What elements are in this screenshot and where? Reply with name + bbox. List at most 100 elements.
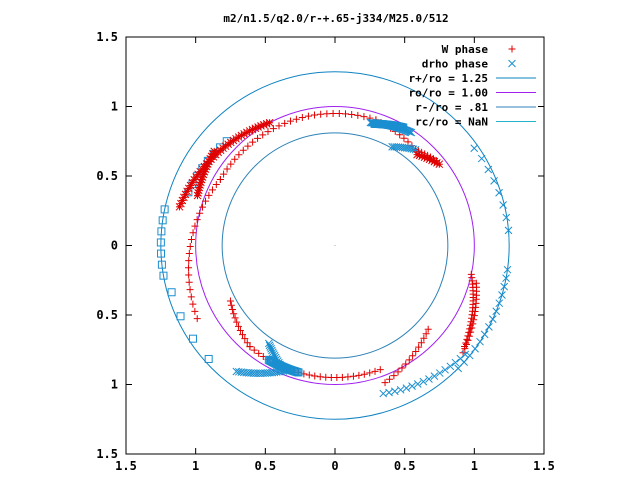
y-tick-label-0: 1.5 bbox=[96, 30, 118, 44]
data-point-0-159 bbox=[462, 341, 470, 349]
data-point-3-0 bbox=[175, 202, 184, 211]
data-point-0-8 bbox=[185, 257, 193, 265]
data-point-0-152 bbox=[470, 312, 478, 320]
data-point-0-74 bbox=[355, 371, 363, 379]
data-point-0-80 bbox=[322, 373, 330, 381]
data-point-3-38 bbox=[262, 119, 271, 128]
data-point-0-110 bbox=[420, 334, 428, 342]
data-point-0-27 bbox=[235, 151, 243, 159]
data-point-0-41 bbox=[311, 111, 319, 119]
data-point-1-3 bbox=[396, 385, 405, 394]
data-point-3-35 bbox=[254, 123, 262, 131]
data-point-3-40 bbox=[193, 191, 202, 200]
data-point-0-18 bbox=[205, 191, 213, 199]
data-point-0-155 bbox=[468, 324, 476, 332]
data-point-0-3 bbox=[187, 293, 195, 301]
data-point-3-52 bbox=[203, 160, 212, 168]
data-point-0-28 bbox=[239, 146, 247, 154]
data-point-3-25 bbox=[226, 138, 235, 147]
data-point-3-48 bbox=[199, 170, 208, 179]
data-point-0-109 bbox=[422, 330, 430, 338]
data-point-3-49 bbox=[200, 167, 209, 176]
data-point-0-2 bbox=[189, 300, 197, 308]
data-point-2-70 bbox=[157, 249, 166, 258]
data-point-1-12 bbox=[446, 362, 455, 371]
origin-dot bbox=[334, 245, 336, 246]
data-point-3-32 bbox=[245, 127, 254, 135]
data-point-0-32 bbox=[259, 131, 267, 139]
data-point-0-72 bbox=[366, 369, 374, 377]
data-point-0-20 bbox=[212, 181, 220, 189]
data-point-1-36 bbox=[477, 154, 486, 163]
chart-title: m2/n1.5/q2.0/r-+.65-j334/M25.0/512 bbox=[223, 12, 448, 25]
data-point-0-150 bbox=[472, 303, 480, 311]
data-point-0-7 bbox=[185, 264, 193, 272]
data-point-0-106 bbox=[227, 301, 235, 309]
data-point-3-26 bbox=[229, 136, 238, 145]
data-point-0-29 bbox=[244, 142, 252, 150]
data-point-1-28 bbox=[502, 274, 510, 283]
data-point-2-68 bbox=[157, 227, 166, 236]
data-point-2-57 bbox=[294, 368, 303, 377]
axis-ticks: 1.5 1 0.5 0 0.5 1 1.51.510.500.511.5 bbox=[96, 30, 555, 473]
data-point-0-121 bbox=[381, 379, 389, 387]
data-point-0-151 bbox=[471, 308, 479, 316]
data-point-3-43 bbox=[195, 183, 204, 192]
data-point-1-2 bbox=[390, 387, 399, 396]
data-point-0-156 bbox=[467, 328, 475, 336]
data-point-3-31 bbox=[243, 128, 251, 137]
data-point-0-160 bbox=[461, 345, 469, 353]
data-point-3-57 bbox=[210, 147, 219, 156]
data-point-2-66 bbox=[160, 205, 169, 214]
y-tick-label-6: 1.5 bbox=[96, 447, 118, 461]
data-point-0-116 bbox=[402, 360, 410, 368]
data-point-0-117 bbox=[398, 364, 406, 372]
data-point-0-111 bbox=[417, 339, 425, 347]
data-point-0-42 bbox=[317, 110, 325, 118]
data-point-1-17 bbox=[460, 358, 468, 366]
data-point-1-88 bbox=[409, 145, 418, 154]
data-point-0-157 bbox=[465, 332, 473, 340]
x-tick-label-0: 1.5 bbox=[115, 459, 137, 473]
y-tick-label-2: 0.5 bbox=[96, 169, 118, 183]
data-point-0-47 bbox=[348, 111, 356, 119]
data-point-0-101 bbox=[234, 322, 242, 330]
data-point-0-5 bbox=[185, 278, 193, 286]
legend-label-3: ro/ro = 1.00 bbox=[409, 87, 488, 100]
data-point-3-60 bbox=[418, 152, 426, 161]
data-point-1-6 bbox=[413, 380, 422, 388]
data-point-2-76 bbox=[204, 354, 213, 363]
data-point-0-70 bbox=[376, 366, 384, 374]
data-point-1-13 bbox=[451, 358, 460, 367]
data-point-2-67 bbox=[158, 216, 167, 225]
data-point-3-30 bbox=[240, 130, 248, 138]
data-points bbox=[156, 109, 513, 398]
data-point-0-24 bbox=[223, 165, 231, 173]
data-point-0-4 bbox=[186, 286, 194, 294]
data-point-2-73 bbox=[167, 288, 176, 297]
data-point-1-33 bbox=[495, 188, 503, 197]
data-point-3-47 bbox=[198, 173, 207, 181]
data-point-3-59 bbox=[415, 151, 424, 160]
series-3 bbox=[175, 118, 444, 211]
data-point-0-35 bbox=[275, 122, 283, 130]
data-point-0-93 bbox=[255, 349, 263, 357]
data-point-0-17 bbox=[202, 197, 210, 205]
data-point-3-58 bbox=[413, 150, 421, 159]
x-tick-label-5: 1 bbox=[471, 459, 478, 473]
data-point-3-28 bbox=[234, 133, 243, 141]
data-point-1-21 bbox=[480, 330, 489, 339]
data-point-0-158 bbox=[464, 336, 472, 344]
x-tick-label-1: 1 bbox=[192, 459, 199, 473]
data-point-0-38 bbox=[292, 115, 300, 123]
x-tick-label-4: 0.5 bbox=[394, 459, 416, 473]
data-point-3-46 bbox=[197, 175, 206, 184]
legend-label-2: r+/ro = 1.25 bbox=[409, 72, 488, 85]
data-point-0-40 bbox=[304, 112, 312, 120]
data-point-3-34 bbox=[251, 124, 260, 133]
data-point-0-45 bbox=[335, 110, 343, 118]
data-point-3-63 bbox=[425, 155, 434, 164]
data-point-0-12 bbox=[189, 229, 197, 237]
